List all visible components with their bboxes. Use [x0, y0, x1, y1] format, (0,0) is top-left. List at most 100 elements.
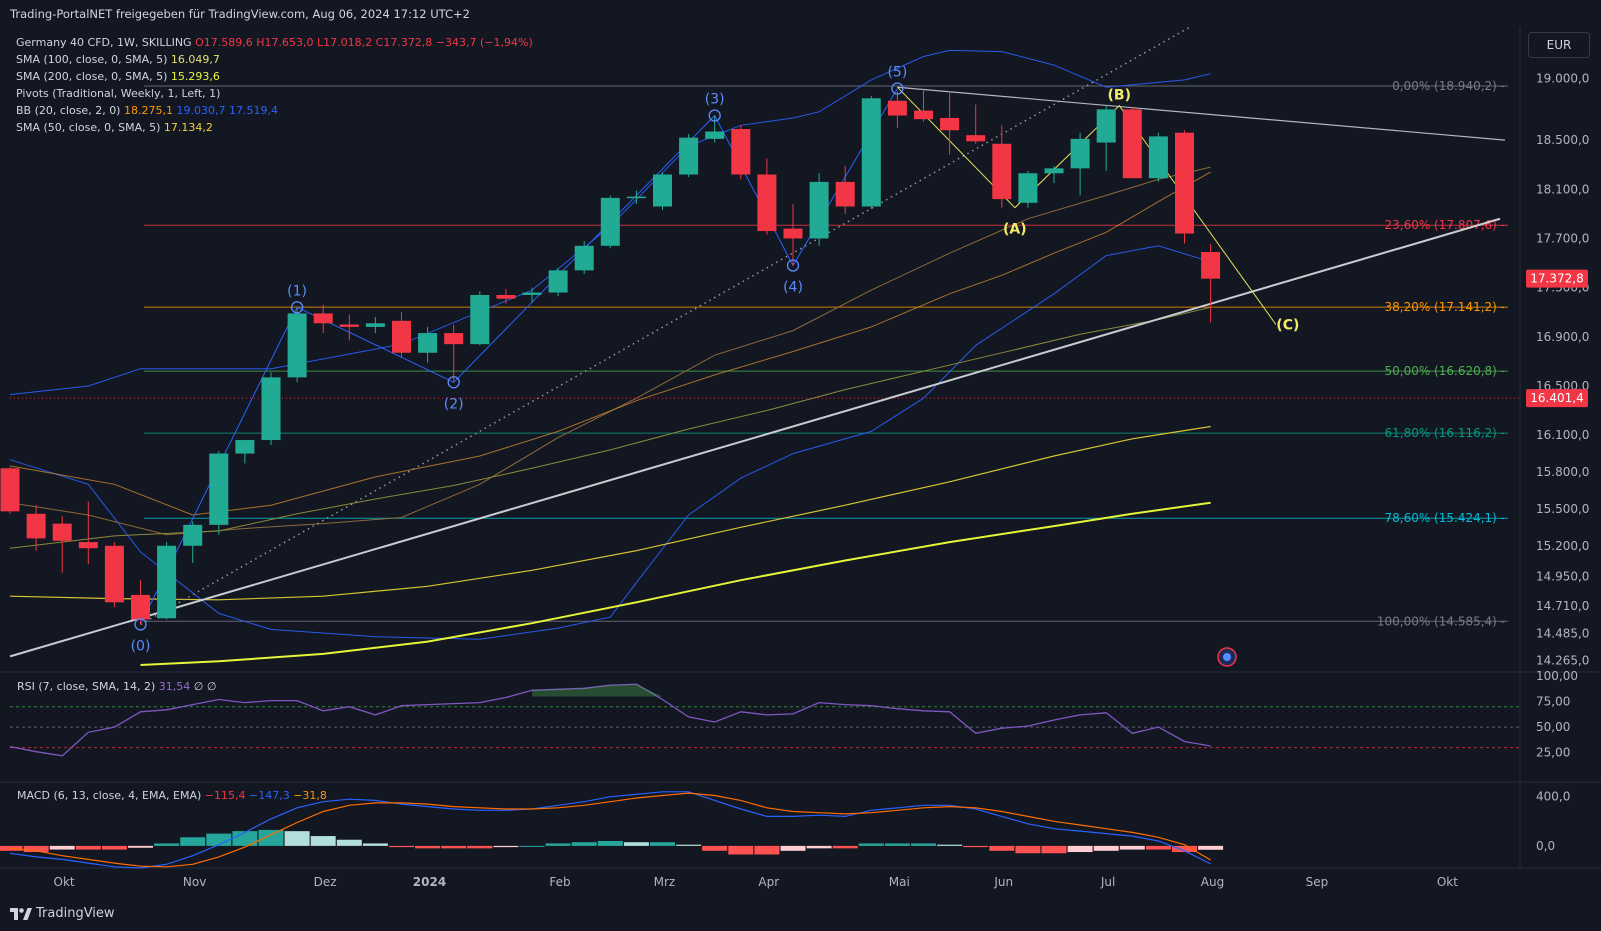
legend-sma50-label: SMA (50, close, 0, SMA, 5) [16, 121, 161, 134]
last-price-tag: 17.372,8 [1530, 272, 1583, 286]
legend-change: −343,7 (−1,94%) [435, 36, 533, 49]
candle-body [365, 323, 385, 327]
fib-label-23,60%: 23,60% (17.807,6) - [1384, 218, 1505, 232]
time-axis-label: Okt [54, 875, 75, 889]
macd-histogram-bar [1041, 845, 1067, 854]
price-axis-tick: 19.000,0 [1536, 72, 1589, 86]
candle-body [914, 110, 933, 120]
macd-histogram-bar [545, 843, 571, 846]
sma100-line [9, 306, 1211, 549]
macd-histogram-bar [1119, 845, 1145, 850]
candle-body [861, 98, 881, 207]
macd-histogram-bar [1067, 845, 1093, 853]
price-axis-tick: 16.900,0 [1536, 330, 1589, 344]
currency-button[interactable]: EUR [1528, 32, 1590, 58]
legend-open: O17.589,6 [195, 36, 253, 49]
candle-body [313, 313, 333, 324]
candle-body [183, 524, 203, 546]
macd-histogram-bar [884, 843, 910, 846]
legend-symbol: Germany 40 CFD, 1W, SKILLING [16, 36, 192, 49]
legend-sma50-row[interactable]: SMA (50, close, 0, SMA, 5) 17.134,2 [16, 119, 533, 136]
legend-bb-v3: 17.519,4 [228, 104, 278, 117]
macd-histogram-bar [49, 845, 75, 850]
price-axis-tick: 16.100,0 [1536, 428, 1589, 442]
price-axis-tick: 14.485,0 [1536, 627, 1589, 641]
wave-pivot-circle [447, 376, 460, 389]
legend-symbol-row: Germany 40 CFD, 1W, SKILLING O17.589,6 H… [16, 34, 533, 51]
legend-sma100-row[interactable]: SMA (100, close, 0, SMA, 5) 16.049,7 [16, 51, 533, 68]
macd-histogram-bar [441, 845, 467, 849]
candle-body [157, 545, 177, 619]
price-axis-tick: 14.950,0 [1536, 569, 1589, 583]
macd-legend-v3: −31,8 [293, 789, 327, 802]
candle-body [731, 129, 751, 175]
abc-wave-label: (B) [1108, 88, 1131, 104]
rsi-legend-extra: ∅ ∅ [193, 680, 217, 693]
candle-body [1070, 138, 1090, 169]
fib-label-0,00%: 0,00% (18.940,2) - [1392, 79, 1505, 93]
candle-body [78, 542, 98, 549]
time-axis-label: Nov [183, 875, 206, 889]
macd-histogram-bar [676, 844, 702, 846]
macd-histogram-bar [937, 844, 963, 846]
macd-axis-tick: 0,0 [1536, 839, 1555, 853]
macd-histogram-bar [832, 845, 858, 849]
candle-body [339, 324, 359, 327]
sma50-line [9, 171, 1211, 516]
macd-histogram-bar [571, 842, 597, 846]
legend-pivots-row[interactable]: Pivots (Traditional, Weekly, 1, Left, 1) [16, 85, 533, 102]
macd-histogram-bar [702, 845, 728, 851]
legend-bb-v2: 19.030,7 [176, 104, 226, 117]
candle-body [470, 294, 490, 345]
macd-histogram-bar [362, 843, 388, 846]
wave-label: (5) [887, 64, 907, 80]
time-axis-label: 2024 [413, 875, 446, 889]
macd-histogram-bar [858, 843, 884, 846]
time-axis-label: Apr [758, 875, 779, 889]
legend-sma200-row[interactable]: SMA (200, close, 0, SMA, 5) 15.293,6 [16, 68, 533, 85]
legend-pivots-label: Pivots (Traditional, Weekly, 1, Left, 1) [16, 87, 221, 100]
candle-body [104, 545, 124, 603]
macd-legend-label: MACD (6, 13, close, 4, EMA, EMA) [17, 789, 202, 802]
wave-labels: (0) (1) (2) (3) (4) (5) (A) (B) (C) [131, 64, 1299, 667]
legend-sma200-label: SMA (200, close, 0, SMA, 5) [16, 70, 168, 83]
wave-pivot-circle [134, 618, 147, 631]
macd-signal-line [9, 792, 1211, 868]
candle-body [235, 440, 255, 454]
sma200-thin-line [9, 425, 1211, 601]
macd-histogram-bar [128, 845, 153, 848]
wave-label: (1) [287, 283, 307, 299]
price-axis-tick: 14.710,0 [1536, 599, 1589, 613]
macd-histogram-bar [232, 831, 258, 846]
macd-histogram-bar [989, 845, 1015, 851]
candle-body [444, 333, 464, 345]
macd-histogram-bar [650, 842, 675, 846]
legend: Germany 40 CFD, 1W, SKILLING O17.589,6 H… [16, 34, 533, 136]
legend-bb-row[interactable]: BB (20, close, 2, 0) 18.275,1 19.030,7 1… [16, 102, 533, 119]
rsi-axis-tick: 100,00 [1536, 669, 1578, 683]
price-axis-tick: 16.500,0 [1536, 379, 1589, 393]
macd-histogram-bar [911, 843, 936, 846]
candle-body [1018, 173, 1038, 203]
candle-body [600, 197, 620, 246]
macd-histogram-bar [728, 845, 754, 855]
macd-line [9, 791, 1211, 869]
time-axis-label: Sep [1306, 875, 1329, 889]
fib-label-50,00%: 50,00% (16.620,8) - [1384, 364, 1505, 378]
wave-label: (4) [783, 279, 803, 295]
abc-wave-path [897, 86, 1277, 325]
resistance-trendline [897, 86, 1506, 141]
macd-histogram-bar [206, 833, 232, 846]
price-axis-tick: 17.700,0 [1536, 231, 1589, 245]
candle-body [992, 143, 1012, 200]
marker-price-tag: 16.401,4 [1530, 391, 1583, 405]
candle-body [548, 270, 568, 293]
abc-wave-label: (A) [1003, 222, 1027, 238]
price-axis-tick: 15.800,0 [1536, 465, 1589, 479]
event-icon-dot [1223, 653, 1231, 661]
time-axis-label: Dez [314, 875, 337, 889]
legend-sma200-value: 15.293,6 [170, 70, 220, 83]
event-icon [1217, 647, 1237, 667]
macd-legend-v2: −147,3 [249, 789, 290, 802]
candle-body [261, 377, 281, 441]
